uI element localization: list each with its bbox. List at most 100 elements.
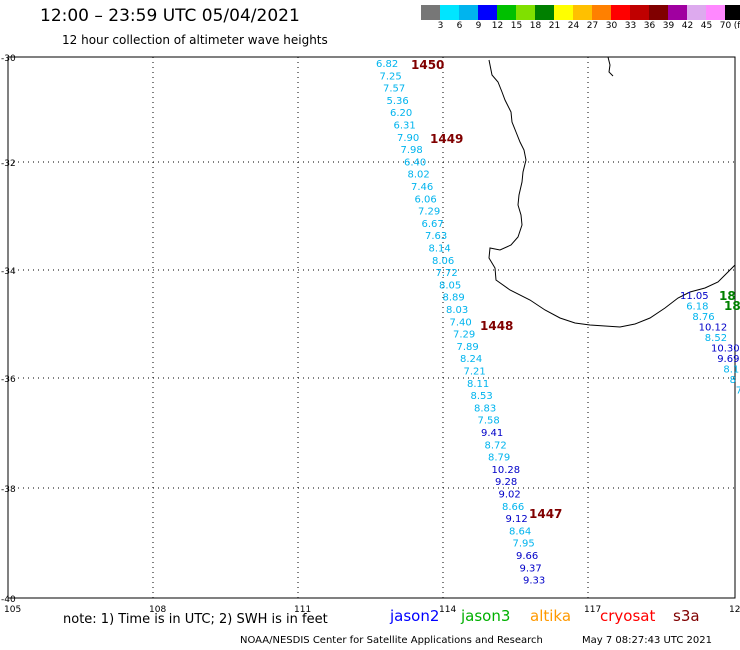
wave-height-value: 8.72 [485, 440, 507, 451]
wave-height-value: 6.67 [422, 219, 444, 230]
wave-height-value: 6.20 [390, 108, 412, 119]
scale-label: 30 [605, 21, 618, 31]
scale-swatch [725, 5, 740, 20]
wave-height-value: 6.82 [376, 59, 398, 70]
wave-height-value: 8.06 [432, 256, 454, 267]
longitude-label: 114 [439, 605, 456, 615]
scale-label: 9 [475, 21, 482, 31]
scale-label: 21 [548, 21, 561, 31]
wave-height-value: 7.29 [418, 207, 440, 218]
scale-swatch [554, 5, 573, 20]
latitude-label: -30 [1, 54, 16, 64]
wave-height-value: 8.02 [408, 170, 430, 181]
wave-height-value: 7.46 [411, 182, 433, 193]
wave-height-value: 9.41 [481, 428, 503, 439]
map-grid [7, 56, 736, 599]
track-time-label: 1450 [411, 58, 444, 72]
wave-height-value: 8.24 [460, 354, 482, 365]
page-subtitle: 12 hour collection of altimeter wave hei… [62, 33, 328, 47]
wave-height-value: 7.57 [383, 84, 405, 95]
scale-swatch [535, 5, 554, 20]
wave-height-value: 7.25 [380, 71, 402, 82]
wave-height-value: 8.83 [474, 403, 496, 414]
scale-label: 70 [719, 21, 732, 31]
track-time-label: 1449 [430, 132, 463, 146]
scale-label: 42 [681, 21, 694, 31]
scale-label: 27 [586, 21, 599, 31]
wave-height-value: 9.12 [506, 514, 528, 525]
wave-height-value: 7.63 [425, 231, 447, 242]
scale-label: 39 [662, 21, 675, 31]
wave-height-value: 6.06 [415, 194, 437, 205]
scale-swatch [592, 5, 611, 20]
scale-unit: (ft) [733, 21, 740, 31]
scale-label: 12 [491, 21, 504, 31]
longitude-label: 120 [729, 605, 740, 615]
wave-height-value: 10.28 [492, 465, 521, 476]
wave-height-value: 9.33 [523, 576, 545, 587]
coastline-fragment [607, 56, 614, 77]
scale-label: 45 [700, 21, 713, 31]
scale-swatch [649, 5, 668, 20]
wave-height-value: 8.79 [488, 453, 510, 464]
map-frame [7, 56, 736, 599]
wave-height-value: 9.02 [499, 490, 521, 501]
latitude-label: -40 [1, 595, 16, 605]
wave-height-value: 8.14 [429, 244, 451, 255]
scale-swatch [478, 5, 497, 20]
scale-swatch [706, 5, 725, 20]
wave-height-value: 8.64 [509, 526, 531, 537]
wave-height-value: 7.72 [436, 268, 458, 279]
wave-height-value: 5.36 [387, 96, 409, 107]
legend-altika: altika [530, 607, 572, 625]
wave-height-value: 8.1 [723, 365, 739, 376]
legend-s3a: s3a [673, 607, 700, 625]
scale-swatch [497, 5, 516, 20]
wave-height-value: 7.90 [397, 133, 419, 144]
wave-height-value: 6.31 [394, 121, 416, 132]
scale-label: 3 [437, 21, 444, 31]
wave-height-value: 8.52 [705, 333, 727, 344]
scale-label: 33 [624, 21, 637, 31]
latitude-label: -36 [1, 375, 16, 385]
footer-note: note: 1) Time is in UTC; 2) SWH is in fe… [63, 612, 328, 627]
scale-swatch [459, 5, 478, 20]
longitude-label: 108 [149, 605, 166, 615]
wave-height-value: 6.40 [404, 157, 426, 168]
scale-swatch [668, 5, 687, 20]
coastline [488, 59, 736, 328]
wave-height-value: 7.98 [401, 145, 423, 156]
generation-timestamp: May 7 08:27:43 UTC 2021 [582, 635, 712, 646]
scale-swatch [440, 5, 459, 20]
longitude-label: 111 [294, 605, 311, 615]
scale-swatch [687, 5, 706, 20]
wave-height-value: 7.29 [453, 330, 475, 341]
wave-height-value: 8.53 [471, 391, 493, 402]
track-time-label: 1448 [480, 319, 513, 333]
wave-height-value: 8.89 [443, 293, 465, 304]
wave-height-value: 9.37 [520, 563, 542, 574]
track-time-label: 18 [719, 289, 736, 303]
wave-height-value: 11.05 [680, 291, 709, 302]
track-time-label: 1447 [529, 507, 562, 521]
longitude-label: 105 [4, 605, 21, 615]
credit-line: NOAA/NESDIS Center for Satellite Applica… [240, 635, 543, 646]
wave-height-value: 8.11 [467, 379, 489, 390]
wave-height-value: 7.95 [513, 539, 535, 550]
longitude-label: 117 [584, 605, 601, 615]
wave-height-value: 10.30 [711, 344, 740, 355]
wave-height-value: 8.66 [502, 502, 524, 513]
wave-height-value: 7.40 [450, 317, 472, 328]
wave-height-value: 7.58 [478, 416, 500, 427]
wave-height-value: 8 [730, 375, 736, 386]
latitude-label: -34 [1, 267, 16, 277]
latitude-label: -32 [1, 159, 16, 169]
scale-swatch [630, 5, 649, 20]
scale-swatch [516, 5, 535, 20]
legend-jason3: jason3 [461, 607, 511, 625]
wave-height-value: 6.18 [686, 302, 708, 313]
wave-height-value: 7.21 [464, 367, 486, 378]
legend-cryosat: cryosat [600, 607, 656, 625]
wave-height-value: 8.76 [692, 312, 714, 323]
